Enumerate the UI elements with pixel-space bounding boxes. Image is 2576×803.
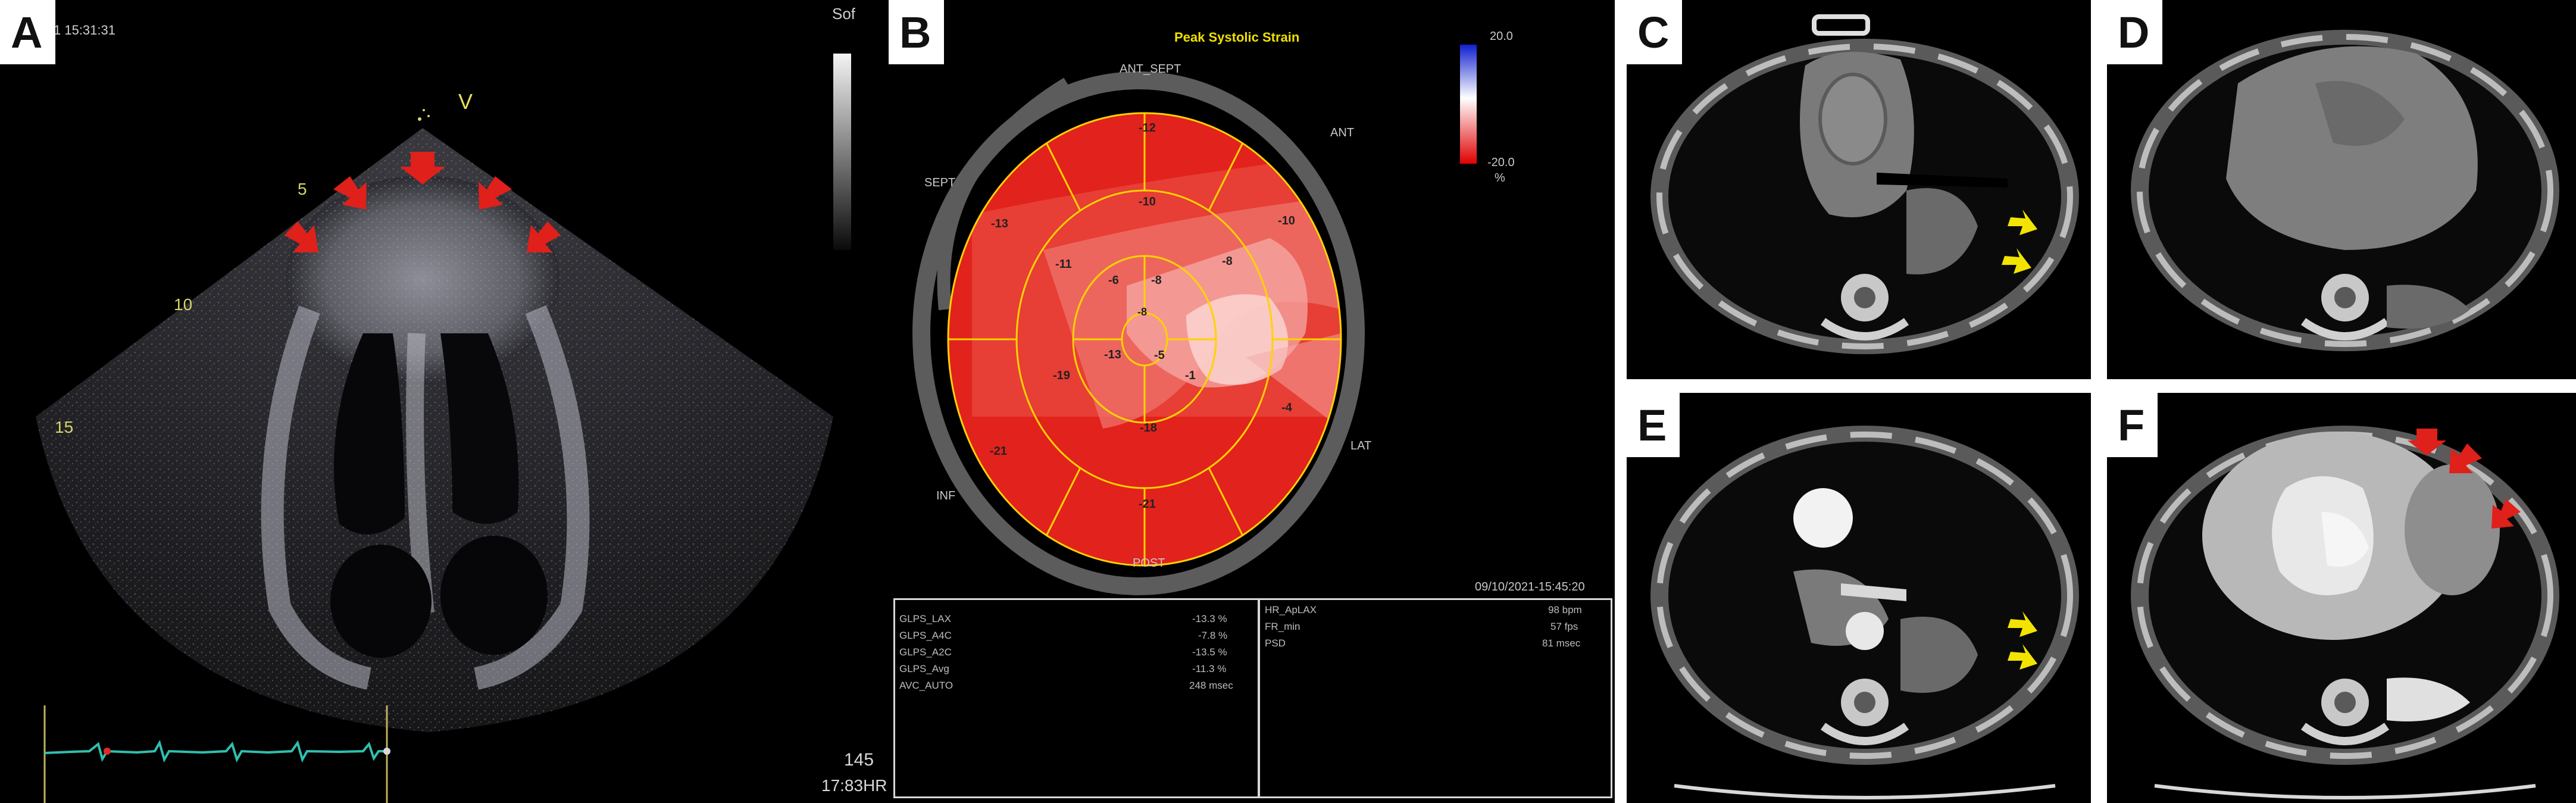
panel-e-label: E	[1627, 393, 1680, 457]
panel-b-label: B	[889, 0, 945, 64]
echo-gain-label: Sof	[832, 5, 856, 23]
yellow-arrow-icons	[2008, 611, 2037, 670]
segment-value: -10	[1139, 195, 1156, 208]
red-arrow-icons	[2408, 429, 2521, 529]
panel-a-label: A	[0, 0, 56, 64]
segment-value: -12	[1139, 121, 1156, 135]
echo-probe-marker: V	[458, 89, 473, 114]
ecg-trace	[44, 739, 387, 763]
segment-value: -13	[991, 217, 1008, 230]
segment-value: -18	[1140, 421, 1157, 435]
echo-depth-15: 15	[55, 418, 74, 436]
segment-value: -4	[1281, 401, 1292, 414]
wall-label-post: POST	[1133, 557, 1165, 570]
echo-image	[36, 54, 851, 803]
table-left-key: GLPS_LAX	[899, 613, 951, 624]
panel-c-label: C	[1627, 0, 1683, 64]
table-right-key: PSD	[1265, 638, 1286, 649]
strain-title: Peak Systolic Strain	[1174, 30, 1300, 45]
table-right-key: HR_ApLAX	[1265, 604, 1317, 615]
table-left-key: GLPS_Avg	[899, 663, 949, 674]
table-right-value: 57 fps	[1550, 621, 1578, 632]
segment-value: -6	[1108, 274, 1119, 287]
echo-depth-5: 5	[298, 180, 307, 198]
segment-value: -1	[1185, 369, 1196, 382]
echo-depth-10: 10	[174, 295, 193, 314]
table-left-value: -7.8 %	[1198, 630, 1228, 641]
ct-image-f	[2131, 426, 2559, 799]
strain-table-divider	[893, 598, 1609, 600]
panel-b-strain-bullseye: B Peak Systolic Strain	[889, 0, 1615, 803]
table-left-value: -13.3 %	[1192, 613, 1227, 624]
panel-f-label: F	[2107, 393, 2158, 457]
wall-label-ant-sept: ANT_SEPT	[1120, 63, 1181, 76]
segment-value: -8	[1137, 306, 1148, 318]
segment-value: -10	[1278, 214, 1295, 227]
table-left-key: GLPS_A2C	[899, 646, 952, 658]
segment-value: -21	[1139, 498, 1156, 511]
table-left-key: GLPS_A4C	[899, 630, 952, 641]
table-right-value: 98 bpm	[1548, 604, 1582, 615]
table-left-value: 248 msec	[1189, 680, 1233, 691]
ct-image-e	[1650, 426, 2079, 799]
red-arrow-icons	[285, 152, 561, 252]
strain-datetime: 09/10/2021-15:45:20	[1475, 580, 1585, 593]
wall-label-lat: LAT	[1350, 439, 1372, 452]
echo-heart-rate: 145	[844, 750, 874, 770]
ct-image-d	[2131, 30, 2559, 351]
table-right-key: FR_min	[1265, 621, 1300, 632]
segment-value: -11	[1055, 258, 1072, 271]
echo-timestamp: 1 15:31:31	[54, 23, 115, 38]
yellow-arrow-icons	[2002, 210, 2037, 274]
bullseye-plot	[912, 45, 1477, 595]
panel-d-ct: D	[2107, 0, 2576, 379]
ct-image-c	[1650, 14, 2079, 354]
segment-value: -19	[1053, 369, 1070, 382]
table-left-value: -13.5 %	[1192, 646, 1227, 658]
panel-e-ct: E	[1627, 393, 2091, 803]
segment-value: -5	[1154, 349, 1165, 362]
panel-a-echocardiogram: A	[0, 0, 889, 803]
segment-value: -8	[1222, 255, 1233, 268]
scale-max-label: 20.0	[1490, 30, 1513, 43]
table-right-value: 81 msec	[1542, 638, 1581, 649]
wall-label-sept: SEPT	[924, 176, 956, 189]
echo-hr-text: 17:83HR	[821, 776, 887, 795]
panel-f-ct: F	[2107, 393, 2576, 803]
segment-value: -13	[1104, 348, 1121, 361]
wall-label-ant: ANT	[1330, 126, 1354, 139]
strain-table-left	[893, 598, 1260, 798]
scale-unit-label: %	[1495, 171, 1505, 185]
segment-value: -8	[1151, 274, 1162, 287]
panel-c-ct: C	[1627, 0, 2091, 379]
table-left-key: AVC_AUTO	[899, 680, 954, 691]
panel-d-label: D	[2107, 0, 2163, 64]
table-left-value: -11.3 %	[1192, 663, 1227, 674]
scale-min-label: -20.0	[1487, 156, 1515, 169]
segment-value: -21	[990, 445, 1007, 458]
wall-label-inf: INF	[936, 489, 956, 502]
